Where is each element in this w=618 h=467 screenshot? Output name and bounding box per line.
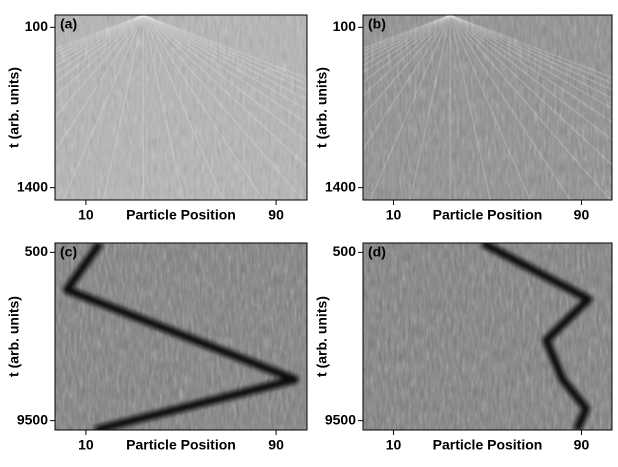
ray [142,15,224,200]
y-tick-label: 100 [333,18,357,34]
x-tick-label: 90 [268,207,284,223]
ray [363,15,451,151]
panel-label: (a) [60,16,77,32]
x-tick-label: 10 [386,207,402,223]
panel: (b) 100 1400 10 90 Particle Position t (arb. u… [314,14,613,223]
ray [55,15,144,62]
ray [409,15,451,200]
ray [142,15,307,143]
particle-track [62,243,300,430]
x-tick-label: 10 [386,437,402,453]
ray [449,15,612,100]
ray [142,15,307,111]
ray [55,15,144,119]
y-tick-label: 100 [25,18,49,34]
y-tick-label: 500 [25,243,49,259]
heatmap-area [55,15,307,200]
ray [55,15,144,57]
ray [449,15,611,200]
panel-label: (c) [60,244,77,260]
y-tick-label: 9500 [325,411,356,427]
x-tick-label: 90 [574,437,590,453]
x-axis-label: Particle Position [126,207,236,223]
heatmap-area [480,243,593,430]
ray [363,15,451,67]
ray [55,15,144,84]
x-axis-label: Particle Position [433,437,543,453]
panel-label: (b) [368,16,386,32]
y-tick-label: 1400 [325,178,356,194]
ray [363,15,451,61]
x-axis-label: Particle Position [126,437,236,453]
y-axis-label: t (arb. units) [314,67,330,148]
ray [363,15,451,53]
panel-frame [54,14,308,201]
panel: (c) 500 9500 10 90 Particle Position t (arb. u… [6,242,308,453]
x-tick-label: 90 [574,207,590,223]
ray [449,15,491,200]
ray [363,15,451,57]
panel-label: (d) [368,244,386,260]
y-axis-label: t (arb. units) [6,296,22,377]
ray [449,15,612,91]
x-tick-label: 10 [78,207,94,223]
ray [449,15,612,79]
ray [55,15,144,75]
ray [363,15,451,97]
panel-frame [362,14,613,201]
y-tick-label: 9500 [17,411,48,427]
ray [55,15,144,53]
panel-frame [362,242,613,431]
heatmap-area [62,243,300,430]
ray [449,15,612,110]
ray [449,15,612,123]
ray [55,15,144,50]
ray [62,15,144,200]
ray [449,15,531,200]
y-tick-label: 500 [333,243,357,259]
ray [102,15,144,200]
ray [142,15,304,200]
ray [142,15,307,79]
ray [142,15,307,125]
ray [142,15,184,200]
particle-track [480,243,593,430]
heatmap-texture [363,15,612,200]
y-tick-label: 1400 [17,178,48,194]
y-axis-label: t (arb. units) [6,67,22,148]
heatmap-area [363,15,612,200]
ray [142,15,307,101]
x-axis-label: Particle Position [433,207,543,223]
ray [55,15,144,67]
ray [363,15,451,84]
ray [363,15,451,50]
y-axis-label: t (arb. units) [314,296,330,377]
ray [55,15,144,153]
ray [369,15,451,200]
x-tick-label: 90 [268,437,284,453]
ray [55,15,144,98]
ray [449,15,612,141]
ray [449,15,612,84]
panel-frame [54,242,308,431]
panel: (a) 100 1400 10 90 Particle Position t (arb. u… [6,14,308,223]
panel: (d) 500 9500 10 90 Particle Position t (arb. u… [314,242,613,453]
ray [142,15,307,85]
heatmap-texture [55,15,307,200]
ray [363,15,451,74]
ray [142,15,307,92]
heatmap-texture [363,243,612,430]
ray [363,15,451,117]
x-tick-label: 10 [78,437,94,453]
